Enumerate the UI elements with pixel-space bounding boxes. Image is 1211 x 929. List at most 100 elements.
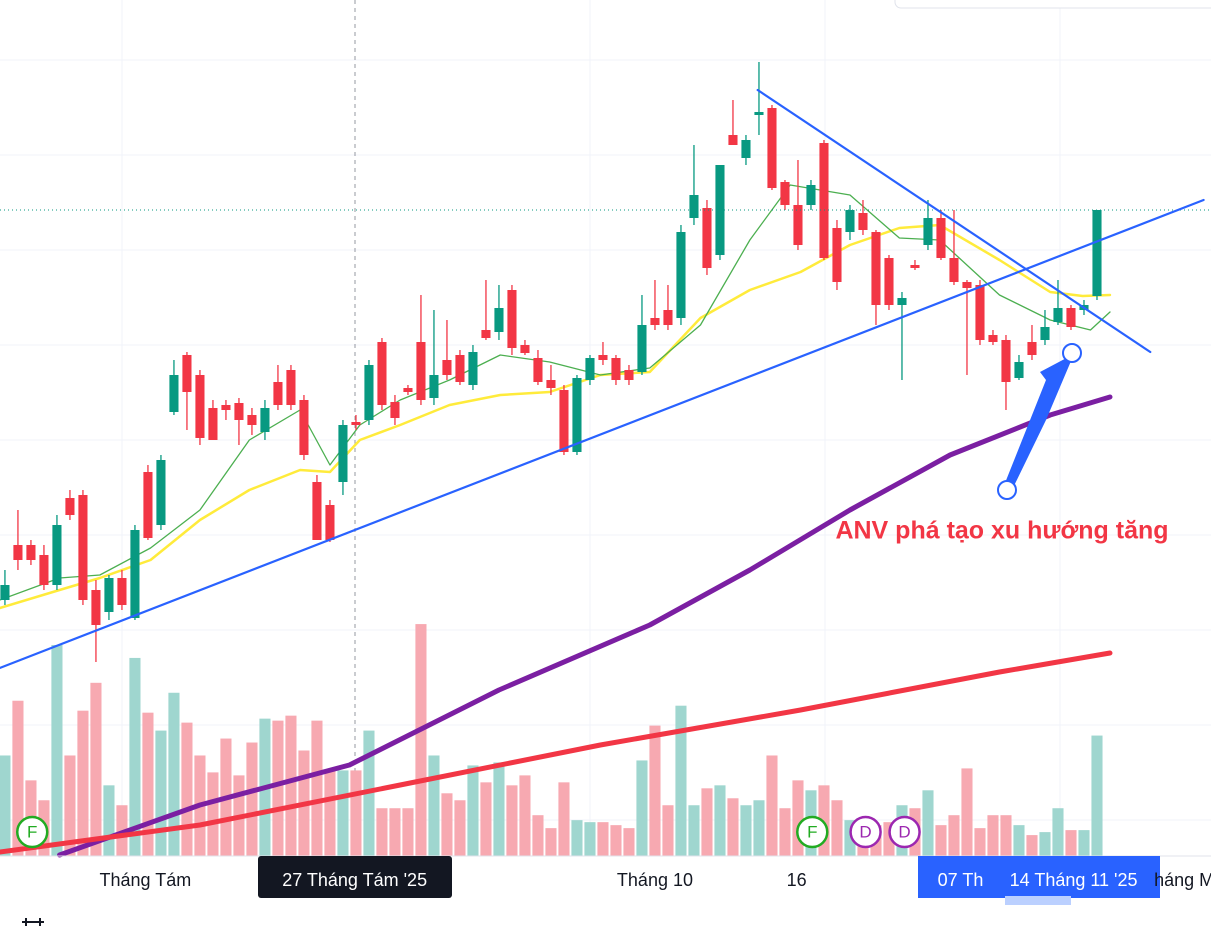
candle-body [143, 472, 153, 538]
candle-body [1092, 210, 1102, 296]
candle-body [351, 422, 361, 425]
candle-body [429, 375, 439, 398]
volume-bar [779, 808, 791, 856]
volume-bar [428, 755, 440, 856]
event-marker [796, 815, 829, 849]
volume-bar [987, 815, 999, 856]
moving-average [0, 650, 1113, 855]
candle-body [1066, 308, 1076, 327]
volume-bar [766, 755, 778, 856]
candle-body [793, 205, 803, 245]
volume-bar [792, 780, 804, 856]
candle-body [1027, 342, 1037, 355]
candle-body [780, 182, 790, 205]
volume-bar [714, 785, 726, 856]
crosshair-label: 27 Tháng Tám '25 [282, 870, 427, 890]
volume-bar [1026, 835, 1038, 856]
candle-body [455, 355, 465, 382]
candle-body [689, 195, 699, 218]
candle-body [442, 360, 452, 375]
volume-bar [1078, 830, 1090, 856]
candle-body [468, 352, 478, 385]
volume-bar [610, 825, 622, 856]
candle-body [338, 425, 348, 482]
event-label: D [898, 822, 910, 841]
candle-body [988, 335, 998, 342]
candle-body [637, 325, 647, 372]
candle-body [91, 590, 101, 625]
volume-bar [740, 805, 752, 856]
candle-body [975, 285, 985, 340]
volume-bar [1039, 832, 1051, 856]
candle-body [572, 378, 582, 452]
volume-bar [181, 722, 193, 856]
candle-body [806, 185, 816, 205]
volume-bar [350, 770, 362, 856]
candle-body [416, 342, 426, 400]
candle-body [156, 460, 166, 525]
volume-bar [389, 808, 401, 856]
x-tick-label: Tháng Tám [99, 870, 191, 890]
candle-body [507, 290, 517, 348]
volume-bar [649, 725, 661, 856]
volume-bar [402, 808, 414, 856]
volume-bar [753, 800, 765, 856]
candle-body [299, 400, 309, 455]
volume-bar [246, 742, 258, 856]
candle-body [364, 365, 374, 420]
x-labels: Tháng Tám Tháng 10 16 háng M 27 Tháng Tám '2… [99, 870, 1211, 890]
candle-body [832, 228, 842, 282]
volume-bar [90, 682, 102, 856]
volume-bar [519, 775, 531, 856]
panel-edge [894, 0, 1211, 9]
candle-body [403, 388, 413, 392]
volume-bar [454, 800, 466, 856]
candle-body [858, 213, 868, 230]
toolbar-icon[interactable] [22, 918, 44, 926]
candle-body [130, 530, 140, 618]
volume-bar [831, 800, 843, 856]
candle-body [13, 545, 23, 560]
candle-body [1040, 327, 1050, 340]
event-marker [888, 815, 921, 849]
candle-body [871, 232, 881, 305]
volume-bar [311, 720, 323, 856]
candle-body [260, 408, 270, 432]
moving-average [0, 223, 1112, 610]
volume-bar [142, 712, 154, 856]
volume-bar [155, 730, 167, 856]
candle-body [1001, 340, 1011, 382]
volume-bar [415, 624, 427, 856]
volume-bar [1052, 808, 1064, 856]
volume-bar [623, 828, 635, 856]
candle-body [910, 265, 920, 268]
volume-bar [727, 798, 739, 856]
grid [0, 0, 1211, 856]
volume-bar [844, 820, 856, 856]
moving-average [57, 394, 1113, 858]
candle-body [728, 135, 738, 145]
volume-bar [948, 815, 960, 856]
candle-body [234, 403, 244, 420]
volume-bar [285, 715, 297, 856]
candle-body [949, 258, 959, 282]
candle-body [169, 375, 179, 412]
volume-layer [0, 624, 1103, 856]
candle-body [650, 318, 660, 325]
candle-body [325, 505, 335, 540]
volume-bar [480, 782, 492, 856]
crosshair-box [258, 856, 452, 898]
arrow [1003, 354, 1074, 492]
candle-body [611, 358, 621, 380]
candle-body [533, 358, 543, 382]
candle-body [377, 342, 387, 405]
candle-body [494, 308, 504, 332]
candle-body [923, 218, 933, 245]
range-box [918, 856, 1160, 898]
volume-bar [597, 822, 609, 856]
candle-body [182, 355, 192, 392]
candle-body [1014, 362, 1024, 378]
candle-body [897, 298, 907, 305]
candle-body [754, 112, 764, 115]
